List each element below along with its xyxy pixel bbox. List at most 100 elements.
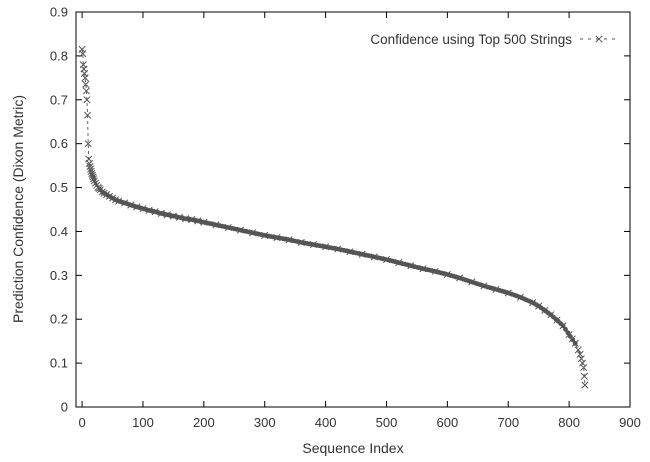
data-point xyxy=(91,179,100,187)
y-tick-label: 0.8 xyxy=(50,48,68,63)
data-point xyxy=(224,223,232,232)
legend-marker xyxy=(595,35,603,43)
y-tick-label: 0.7 xyxy=(50,92,68,107)
data-point xyxy=(248,229,257,237)
data-point xyxy=(309,241,317,249)
y-tick-label: 0.3 xyxy=(50,268,68,283)
data-point xyxy=(82,80,90,88)
y-tick-label: 0.4 xyxy=(50,224,68,239)
data-point xyxy=(455,274,464,282)
data-point xyxy=(115,197,123,205)
data-point xyxy=(568,335,576,343)
data-point xyxy=(87,167,95,175)
data-point xyxy=(188,216,196,224)
x-tick-label: 900 xyxy=(619,415,641,430)
legend-sample xyxy=(580,35,618,43)
data-point xyxy=(541,306,549,314)
data-point xyxy=(81,74,89,82)
data-point xyxy=(395,259,403,267)
data-point xyxy=(480,282,488,290)
data-point xyxy=(200,218,208,226)
data-point xyxy=(407,262,415,270)
data-point xyxy=(84,111,92,119)
y-tick-label: 0.5 xyxy=(50,180,68,195)
data-point xyxy=(79,50,87,58)
legend: Confidence using Top 500 Strings xyxy=(370,32,618,47)
data-point xyxy=(578,359,587,367)
data-point xyxy=(127,201,135,209)
data-point xyxy=(576,350,584,358)
x-tick-labels: 0 100 200 300 400 500 600 700 800 900 xyxy=(78,415,640,430)
legend-label: Confidence using Top 500 Strings xyxy=(370,32,572,47)
x-tick-label: 500 xyxy=(376,415,398,430)
data-point xyxy=(90,177,98,185)
data-point xyxy=(169,212,177,220)
data-point xyxy=(121,199,129,207)
data-point xyxy=(581,381,589,389)
data-point xyxy=(87,165,95,173)
y-tick-label: 0 xyxy=(61,400,68,415)
data-point xyxy=(577,355,585,363)
data-point xyxy=(553,316,561,324)
data-point xyxy=(580,363,588,372)
data-point xyxy=(346,248,354,256)
data-point xyxy=(468,278,476,286)
x-tick-label: 200 xyxy=(193,415,215,430)
data-point xyxy=(529,298,537,307)
data-point xyxy=(90,175,98,183)
plot-frame xyxy=(75,11,631,408)
y-tick-label: 0.1 xyxy=(50,356,68,371)
y-tick-labels: 0 0.1 0.2 0.3 0.4 0.5 0.6 0.7 0.8 0.9 xyxy=(50,5,68,415)
data-point xyxy=(212,221,220,229)
data-point xyxy=(504,289,512,297)
data-point xyxy=(580,372,588,380)
data-point xyxy=(236,226,244,234)
series-layer xyxy=(78,45,589,389)
data-point xyxy=(83,96,91,104)
data-point xyxy=(547,311,555,319)
x-tick-label: 100 xyxy=(132,415,154,430)
data-point xyxy=(559,322,567,330)
y-tick-label: 0.9 xyxy=(50,5,68,20)
data-point xyxy=(419,265,427,273)
y-tick-label: 0.6 xyxy=(50,136,68,151)
data-point xyxy=(163,211,171,219)
data-point xyxy=(182,215,190,223)
data-point xyxy=(133,203,141,211)
data-point xyxy=(273,234,281,242)
data-point xyxy=(492,285,500,293)
data-point xyxy=(84,140,92,148)
data-point xyxy=(151,208,159,216)
point-band xyxy=(97,187,578,346)
data-point xyxy=(261,231,269,239)
data-point xyxy=(431,267,439,275)
x-tick-label: 700 xyxy=(497,415,519,430)
x-tick-label: 400 xyxy=(315,415,337,430)
data-point xyxy=(194,217,202,225)
data-point xyxy=(175,213,184,221)
x-tick-label: 300 xyxy=(254,415,276,430)
data-point xyxy=(334,245,342,253)
y-tick-label: 0.2 xyxy=(50,312,68,327)
data-point xyxy=(358,250,366,258)
data-point xyxy=(370,253,378,261)
data-point xyxy=(157,209,165,218)
x-tick-label: 600 xyxy=(437,415,459,430)
data-point xyxy=(574,346,582,354)
data-point xyxy=(285,236,293,244)
x-tick-label: 0 xyxy=(78,415,85,430)
ticks xyxy=(76,11,631,408)
x-axis-title: Sequence Index xyxy=(302,440,403,456)
y-axis-title: Prediction Confidence (Dixon Metric) xyxy=(10,95,26,323)
data-point-dense xyxy=(563,326,568,332)
series-line xyxy=(81,49,586,386)
data-point xyxy=(516,293,524,301)
data-point xyxy=(297,238,305,246)
data-point xyxy=(145,206,153,214)
data-point xyxy=(535,302,543,310)
data-point xyxy=(382,255,391,264)
data-point xyxy=(322,243,330,251)
data-point xyxy=(89,173,97,181)
data-point xyxy=(82,87,90,95)
